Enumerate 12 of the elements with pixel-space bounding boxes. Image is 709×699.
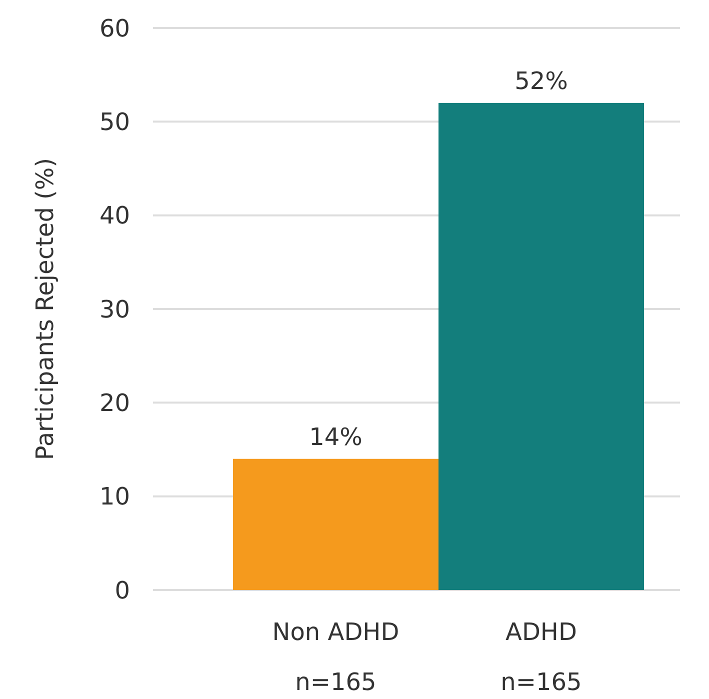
y-axis-title: Participants Rejected (%) bbox=[31, 158, 59, 460]
y-tick-label: 60 bbox=[99, 14, 130, 42]
y-tick-label: 20 bbox=[99, 389, 130, 418]
data-label: 14% bbox=[309, 422, 362, 451]
x-tick-label: ADHD n=165 bbox=[500, 618, 582, 696]
y-tick-label: 50 bbox=[99, 108, 130, 136]
y-tick-label: 0 bbox=[114, 576, 130, 604]
data-label: 52% bbox=[514, 66, 568, 95]
y-tick-label: 30 bbox=[99, 295, 130, 324]
y-tick-label: 40 bbox=[99, 202, 130, 230]
y-tick-label: 10 bbox=[99, 482, 130, 511]
x-tick-label: Non ADHD n=165 bbox=[272, 618, 400, 696]
